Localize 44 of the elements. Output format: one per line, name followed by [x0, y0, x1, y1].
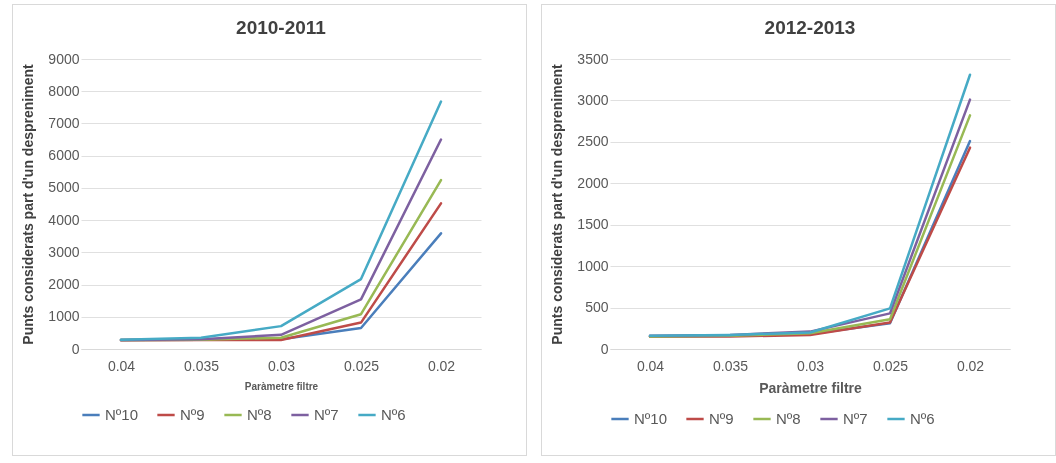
x-tick-label: 0.02 [956, 357, 985, 374]
y-tick-label: 0 [600, 340, 609, 357]
y-tick-label: 0 [71, 340, 80, 357]
y-tick-label: 9000 [48, 50, 80, 67]
chart-title: 2012-2013 [764, 17, 856, 38]
y-tick-label: 3000 [577, 91, 609, 108]
y-tick-label: 2000 [577, 174, 609, 191]
y-tick-label: 3500 [577, 50, 609, 67]
legend-label: Nº8 [776, 410, 801, 427]
legend-label: Nº10 [634, 410, 667, 427]
y-tick-label: 1500 [577, 216, 609, 233]
x-tick-label: 0.025 [343, 357, 380, 374]
x-tick-label: 0.02 [427, 357, 456, 374]
x-axis-title: Paràmetre filtre [244, 380, 319, 392]
y-tick-label: 4000 [48, 211, 80, 228]
x-tick-label: 0.035 [183, 357, 220, 374]
y-tick-label: 2500 [577, 133, 609, 150]
y-tick-label: 8000 [48, 82, 80, 99]
legend-label: Nº10 [105, 406, 138, 423]
legend-label: Nº7 [314, 406, 339, 423]
y-tick-label: 3000 [48, 243, 80, 260]
x-tick-label: 0.035 [712, 357, 749, 374]
legend-label: Nº6 [381, 406, 406, 423]
chart-title: 2010-2011 [236, 17, 327, 38]
x-tick-label: 0.03 [796, 357, 825, 374]
x-axis-title: Paràmetre filtre [759, 379, 863, 396]
x-tick-label: 0.04 [107, 357, 136, 374]
y-axis-title: Punts considerats part d'un despreniment [20, 64, 37, 345]
x-tick-label: 0.025 [872, 357, 909, 374]
y-axis-title: Punts considerats part d'un despreniment [549, 64, 566, 345]
legend-label: Nº6 [910, 410, 935, 427]
legend-label: Nº7 [843, 410, 868, 427]
x-tick-label: 0.04 [636, 357, 665, 374]
x-tick-label: 0.03 [267, 357, 296, 374]
y-tick-label: 500 [585, 299, 609, 316]
y-tick-label: 5000 [48, 179, 80, 196]
y-tick-label: 1000 [48, 308, 80, 325]
legend-label: Nº9 [709, 410, 734, 427]
legend-label: Nº8 [247, 406, 272, 423]
y-tick-label: 6000 [48, 147, 80, 164]
y-tick-label: 2000 [48, 276, 80, 293]
y-tick-label: 1000 [577, 257, 609, 274]
y-tick-label: 7000 [48, 114, 80, 131]
legend-label: Nº9 [180, 406, 205, 423]
